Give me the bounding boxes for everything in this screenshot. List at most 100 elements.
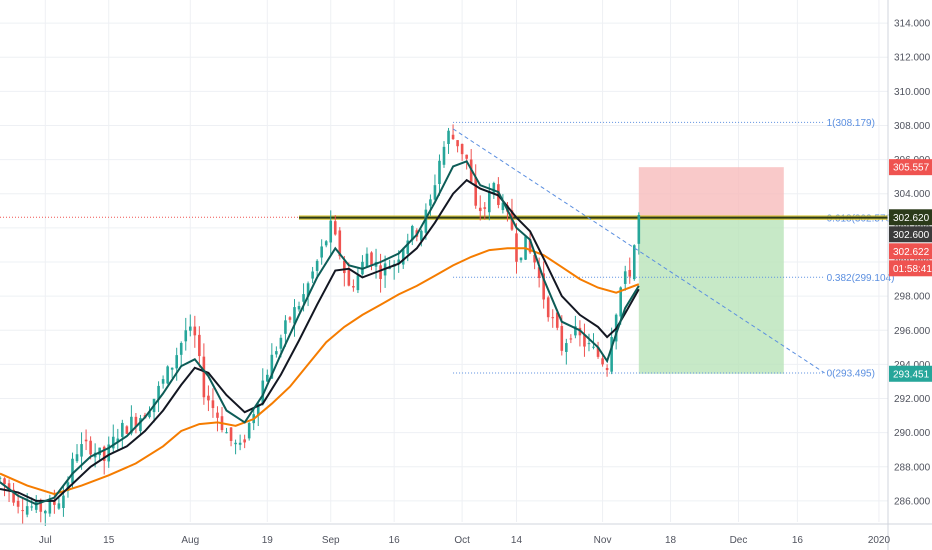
price-tick-label: 286.000 [894,496,931,507]
candle-body [501,202,505,211]
candle-body [121,422,124,437]
candle-body [483,207,487,209]
candle-body [410,225,414,241]
candle-body [474,177,478,206]
candle-body [637,214,641,244]
candle-body [619,287,622,317]
candle-body [429,199,432,206]
candle-body [592,346,595,348]
time-tick-label: Aug [181,535,199,546]
price-tick-label: 296.000 [894,326,931,337]
price-tick-label: 310.000 [894,87,931,98]
candle-body [266,374,269,382]
candle-body [379,265,382,280]
candle-body [610,337,613,372]
candle-body [311,271,314,279]
candle-body [519,257,523,261]
candle-body [7,483,11,492]
candle-body [569,338,573,340]
time-tick-label: 19 [262,535,274,546]
price-tag [889,365,932,382]
candle-body [30,506,34,508]
candle-body [297,306,301,310]
candle-body [433,185,437,200]
position-zones [638,167,784,374]
price-tick-label: 294.000 [894,360,931,371]
candle-body [53,500,56,505]
candle-body [565,343,568,352]
candle-body [184,330,188,342]
price-tag [889,226,932,243]
time-tick-label: Oct [454,535,470,546]
candle-body [234,442,237,445]
candle-body [451,134,455,140]
price-tick-label: 304.000 [894,189,931,200]
candle-body [447,130,450,144]
candle-body [48,501,52,514]
time-tick-label: Dec [730,535,748,546]
price-tag [889,159,932,176]
price-tick-label: 290.000 [894,428,931,439]
time-tick-label: 18 [665,535,677,546]
candle-body [202,356,206,398]
candle-body [315,260,319,271]
candle-body [632,245,636,280]
candle-body [111,436,115,449]
candle-body [465,154,468,159]
candle-body [34,501,38,510]
candle-body [528,239,532,253]
candle-body [623,271,627,284]
candle-body [333,221,337,235]
candle-body [16,500,20,507]
candle-body [406,240,410,254]
candle-body [492,182,496,193]
candle-body [0,477,2,479]
candle-body [338,230,342,257]
candle-body [388,268,391,270]
price-tag [889,209,932,226]
candle-body [134,416,138,427]
candle-body [324,241,328,246]
stop-loss-zone [638,167,784,218]
candle-body [193,326,197,336]
candle-body [555,312,559,328]
price-tags: 305.557 302.620 302.600 302.622 01:58:41 293.… [889,159,932,382]
price-axis: 286.000 288.000 290.000 292.000 294.000 296.0… [887,0,931,550]
candle-body [225,432,228,434]
candle-body [356,275,360,291]
take-profit-zone [638,217,784,374]
candle-body [157,385,160,400]
moving-averages [0,160,640,506]
candle-body [347,269,351,286]
candle-body [460,143,464,155]
candle-body [302,294,305,302]
candle-body [288,317,292,320]
candle-body [560,326,564,351]
candle-body [488,191,491,213]
candle-body [170,367,174,370]
candle-body [62,495,65,509]
time-axis: Jul 15 Aug 19 Sep 16 Oct 14 Nov 18 Dec 16 2020 [0,523,932,546]
candle-body [211,400,215,409]
candle-body [89,440,92,455]
price-tag-label: 302.620 [893,213,930,224]
candle-body [161,379,165,384]
candle-body [583,334,586,347]
candle-body [188,326,192,331]
candle-body [107,444,111,462]
candle-body [605,367,609,371]
candle-body [116,438,120,442]
candle-body [306,283,310,297]
candle-body [279,337,283,349]
candle-body [25,506,29,515]
price-tag-label: 305.557 [893,163,930,174]
candle-body [3,478,6,485]
candle-body [175,355,178,369]
candle-body [238,442,242,445]
candle-body [551,317,555,319]
candle-body [256,403,260,416]
candle-body [80,444,83,457]
time-tick-label: Jul [39,535,52,546]
